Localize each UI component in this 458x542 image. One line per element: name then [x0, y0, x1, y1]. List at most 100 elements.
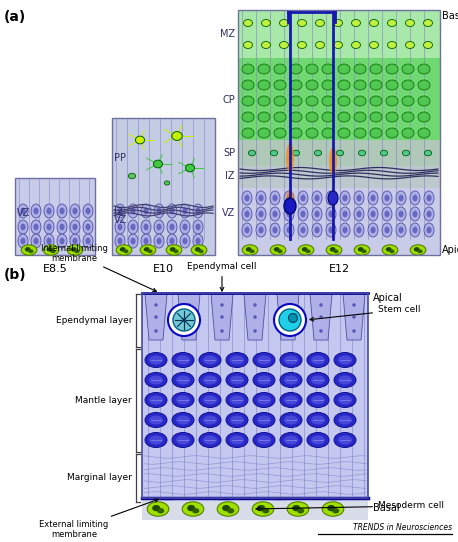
Ellipse shape	[245, 195, 250, 202]
Ellipse shape	[123, 249, 129, 253]
Ellipse shape	[290, 112, 302, 122]
Ellipse shape	[312, 207, 322, 221]
Ellipse shape	[152, 505, 160, 511]
Ellipse shape	[270, 223, 280, 237]
Ellipse shape	[116, 245, 132, 255]
Ellipse shape	[172, 392, 194, 408]
Ellipse shape	[141, 234, 151, 248]
Ellipse shape	[370, 112, 382, 122]
Ellipse shape	[141, 220, 151, 234]
Ellipse shape	[354, 191, 364, 205]
Ellipse shape	[244, 20, 252, 27]
Ellipse shape	[418, 112, 430, 122]
Ellipse shape	[258, 64, 270, 74]
Ellipse shape	[426, 227, 431, 234]
Ellipse shape	[203, 396, 217, 404]
Ellipse shape	[284, 198, 296, 214]
Ellipse shape	[322, 64, 334, 74]
Ellipse shape	[70, 204, 80, 218]
Ellipse shape	[145, 352, 167, 367]
Ellipse shape	[336, 150, 344, 156]
Ellipse shape	[338, 128, 350, 138]
Ellipse shape	[370, 96, 382, 106]
Ellipse shape	[273, 227, 278, 234]
Ellipse shape	[256, 207, 266, 221]
Ellipse shape	[292, 150, 300, 156]
Ellipse shape	[143, 237, 148, 244]
Ellipse shape	[384, 227, 390, 234]
Ellipse shape	[245, 227, 250, 234]
Ellipse shape	[279, 42, 289, 48]
Ellipse shape	[191, 245, 207, 255]
Ellipse shape	[287, 502, 309, 516]
Ellipse shape	[143, 224, 148, 230]
Ellipse shape	[258, 128, 270, 138]
Ellipse shape	[262, 42, 271, 48]
Ellipse shape	[242, 191, 252, 205]
Ellipse shape	[44, 204, 54, 218]
Ellipse shape	[332, 508, 339, 513]
Ellipse shape	[343, 211, 348, 217]
Bar	[238, 166, 440, 188]
Ellipse shape	[370, 80, 382, 90]
Ellipse shape	[270, 245, 286, 255]
Ellipse shape	[417, 249, 423, 253]
Ellipse shape	[258, 112, 270, 122]
Ellipse shape	[352, 315, 356, 319]
Ellipse shape	[182, 237, 188, 244]
Ellipse shape	[256, 191, 266, 205]
Ellipse shape	[384, 211, 390, 217]
Ellipse shape	[257, 396, 271, 404]
Ellipse shape	[176, 396, 190, 404]
Text: TRENDS in Neurosciences: TRENDS in Neurosciences	[353, 523, 452, 532]
Ellipse shape	[172, 433, 194, 448]
Ellipse shape	[334, 392, 356, 408]
Ellipse shape	[370, 20, 378, 27]
Ellipse shape	[352, 329, 356, 333]
Ellipse shape	[166, 245, 182, 255]
Ellipse shape	[182, 224, 188, 230]
Ellipse shape	[149, 436, 163, 444]
Ellipse shape	[18, 220, 28, 234]
Ellipse shape	[412, 195, 418, 202]
Ellipse shape	[115, 204, 125, 218]
Ellipse shape	[280, 372, 302, 388]
Ellipse shape	[326, 207, 336, 221]
Ellipse shape	[170, 247, 175, 251]
Ellipse shape	[249, 249, 255, 253]
Ellipse shape	[258, 80, 270, 90]
Ellipse shape	[157, 508, 164, 513]
Ellipse shape	[402, 128, 414, 138]
Ellipse shape	[156, 237, 162, 244]
Ellipse shape	[316, 20, 325, 27]
Ellipse shape	[319, 329, 323, 333]
Ellipse shape	[405, 42, 414, 48]
Ellipse shape	[371, 211, 376, 217]
Ellipse shape	[426, 211, 431, 217]
Ellipse shape	[354, 96, 366, 106]
Ellipse shape	[354, 112, 366, 122]
Ellipse shape	[230, 376, 244, 384]
Ellipse shape	[176, 356, 190, 365]
Bar	[238, 10, 440, 255]
Ellipse shape	[298, 191, 308, 205]
Ellipse shape	[57, 234, 67, 248]
Ellipse shape	[307, 412, 329, 428]
Ellipse shape	[252, 502, 274, 516]
Ellipse shape	[145, 412, 167, 428]
Ellipse shape	[297, 508, 304, 513]
Ellipse shape	[418, 64, 430, 74]
Ellipse shape	[286, 211, 292, 217]
Ellipse shape	[338, 64, 350, 74]
Ellipse shape	[220, 315, 224, 319]
Ellipse shape	[286, 304, 290, 307]
Text: (b): (b)	[4, 268, 27, 282]
Ellipse shape	[343, 195, 348, 202]
Ellipse shape	[46, 208, 52, 214]
Text: External limiting
membrane: External limiting membrane	[39, 499, 158, 539]
Polygon shape	[211, 294, 233, 340]
Ellipse shape	[143, 208, 148, 214]
Ellipse shape	[70, 220, 80, 234]
Ellipse shape	[149, 416, 163, 424]
Ellipse shape	[340, 207, 350, 221]
